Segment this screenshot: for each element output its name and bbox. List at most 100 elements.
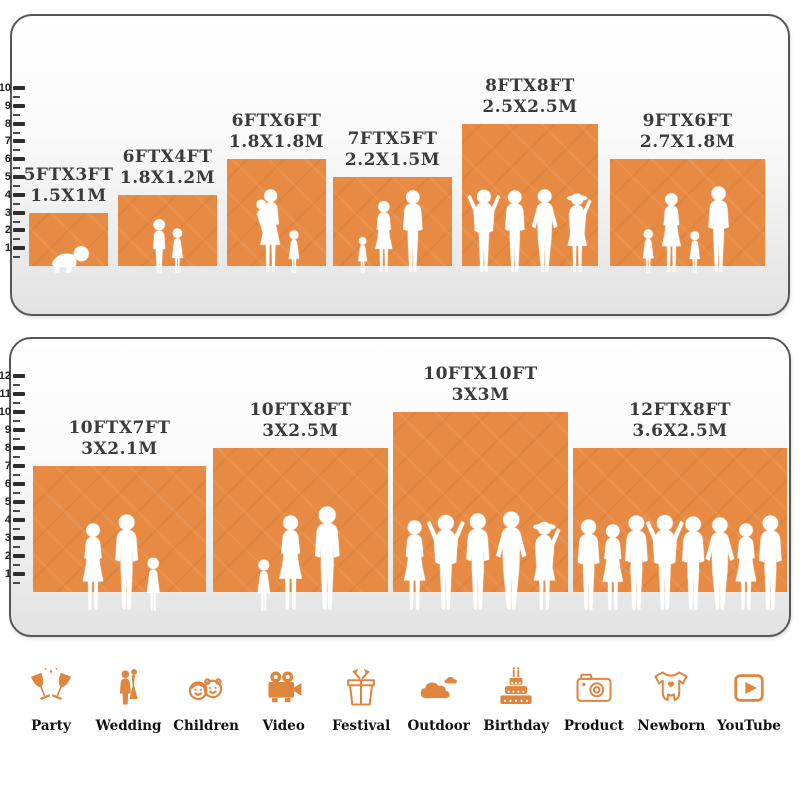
ruler-number-7-panel2: 7	[4, 460, 11, 472]
people-silhouette-group	[462, 188, 598, 274]
person-woman-silhouette	[655, 192, 688, 274]
ruler-halftick-panel2	[13, 456, 20, 458]
ruler-halftick-panel1	[13, 131, 20, 134]
ruler-halftick-panel2	[13, 510, 20, 512]
ruler-number-2-panel2: 2	[4, 550, 11, 562]
person-girl-silhouette	[285, 229, 303, 274]
category-youtube: YouTube	[712, 664, 786, 734]
ruler-tick-5-panel1	[13, 175, 25, 179]
ruler-tick-2-panel2	[13, 554, 25, 558]
ruler-number-6-panel1: 6	[4, 153, 11, 166]
backdrop-size-ft: 9FTX6FT	[642, 111, 733, 131]
person-woman-hat-silhouette	[559, 191, 596, 274]
ruler-number-10-panel1: 10	[0, 82, 11, 94]
backdrop-size-ft: 5FTX3FT	[23, 165, 114, 185]
category-newborn: Newborn	[634, 664, 708, 734]
people-silhouette-group	[118, 218, 217, 274]
party-icon	[29, 664, 73, 710]
person-man-silhouette	[701, 186, 736, 274]
category-party: Party	[14, 664, 88, 734]
ruler-halftick-panel1	[13, 149, 20, 152]
people-silhouette-group	[227, 188, 326, 274]
ruler-tick-11-panel2	[13, 392, 25, 396]
ruler-tick-4-panel2	[13, 518, 25, 522]
category-label: Children	[173, 718, 239, 734]
ruler-tick-8-panel1	[13, 121, 25, 126]
category-outdoor: Outdoor	[402, 664, 476, 734]
ruler-tick-7-panel2	[13, 464, 25, 468]
person-baby-silhouette	[46, 244, 91, 274]
backdrop-size-ft: 6FTX6FT	[231, 111, 322, 131]
ruler-tick-12-panel2	[13, 374, 25, 378]
person-girl-silhouette	[168, 227, 187, 274]
category-children: Children	[169, 664, 243, 734]
ruler-number-1-panel2: 1	[4, 568, 11, 580]
product-icon	[572, 664, 616, 710]
person-man-silhouette	[751, 515, 790, 612]
category-label: Newborn	[637, 718, 706, 734]
ruler-number-9-panel2: 9	[4, 424, 11, 436]
backdrop-size-label: 7FTX5FT 2.2X1.5M	[303, 129, 483, 171]
ruler-halftick-panel1	[13, 256, 20, 259]
ruler-halftick-panel2	[13, 546, 20, 548]
backdrop-size-label: 10FTX7FT 3X2.1M	[30, 418, 210, 460]
backdrop-size-ft: 6FTX4FT	[122, 147, 213, 167]
ruler-tick-4-panel1	[13, 192, 25, 197]
backdrop-rect-7ftx5ft	[333, 177, 452, 266]
ruler-halftick-panel2	[13, 564, 20, 566]
backdrop-size-m: 2.5X2.5M	[482, 97, 578, 117]
backdrop-size-ft: 8FTX8FT	[485, 76, 575, 96]
ruler-halftick-panel2	[13, 384, 20, 386]
backdrop-size-m: 3.6X2.5M	[632, 421, 728, 441]
ruler-halftick-panel1	[13, 95, 20, 98]
backdrop-size-m: 2.2X1.5M	[344, 150, 441, 170]
ruler-number-2-panel1: 2	[4, 224, 11, 237]
person-girl-silhouette	[142, 556, 164, 612]
category-label: Birthday	[483, 718, 550, 734]
category-birthday: Birthday	[479, 664, 553, 734]
backdrop-rect-9ftx6ft	[610, 159, 765, 266]
person-man-silhouette	[107, 514, 146, 612]
category-video: Video	[247, 664, 321, 734]
people-silhouette-group	[333, 190, 452, 274]
ruler-halftick-panel1	[13, 184, 20, 187]
category-label: YouTube	[716, 718, 781, 734]
ruler-halftick-panel1	[13, 113, 20, 116]
ruler-tick-3-panel2	[13, 536, 25, 540]
ruler-halftick-panel1	[13, 167, 20, 170]
backdrop-size-m: 3X3M	[451, 385, 510, 405]
category-festival: Festival	[324, 664, 398, 734]
backdrop-size-label: 12FTX8FT 3.6X2.5M	[590, 400, 770, 442]
category-label: Video	[262, 718, 305, 734]
category-label: Party	[31, 718, 71, 734]
backdrop-size-m: 3X2.5M	[262, 421, 339, 441]
person-woman-silhouette	[75, 522, 111, 612]
outdoor-icon	[417, 664, 461, 710]
ruler-number-8-panel1: 8	[4, 117, 11, 130]
ruler-tick-10-panel1	[13, 86, 25, 90]
wedding-icon	[107, 664, 151, 710]
ruler-tick-1-panel2	[13, 572, 25, 576]
ruler-number-4-panel1: 4	[4, 188, 11, 201]
ruler-number-4-panel2: 4	[4, 514, 11, 526]
person-boy-silhouette	[148, 218, 170, 274]
ruler-number-3-panel2: 3	[4, 532, 11, 544]
newborn-icon	[649, 664, 693, 710]
ruler-tick-2-panel1	[13, 228, 25, 233]
ruler-tick-6-panel2	[13, 482, 25, 486]
person-man-silhouette	[306, 506, 348, 612]
category-icon-row: Party Wedding Children Video Festival Outdoor…	[14, 664, 786, 734]
ruler-tick-3-panel1	[13, 210, 25, 215]
birthday-icon	[494, 664, 538, 710]
category-wedding: Wedding	[92, 664, 166, 734]
people-silhouette-group	[33, 514, 206, 612]
backdrop-size-m: 1.5X1M	[30, 186, 107, 206]
ruler-halftick-panel1	[13, 238, 20, 241]
ruler-tick-6-panel1	[13, 157, 25, 162]
festival-icon	[339, 664, 383, 710]
ruler-number-5-panel1: 5	[4, 171, 11, 183]
ruler-tick-9-panel1	[13, 103, 25, 108]
backdrop-size-m: 2.7X1.8M	[639, 132, 736, 152]
backdrop-size-label: 6FTX6FT 1.8X1.8M	[187, 111, 367, 153]
